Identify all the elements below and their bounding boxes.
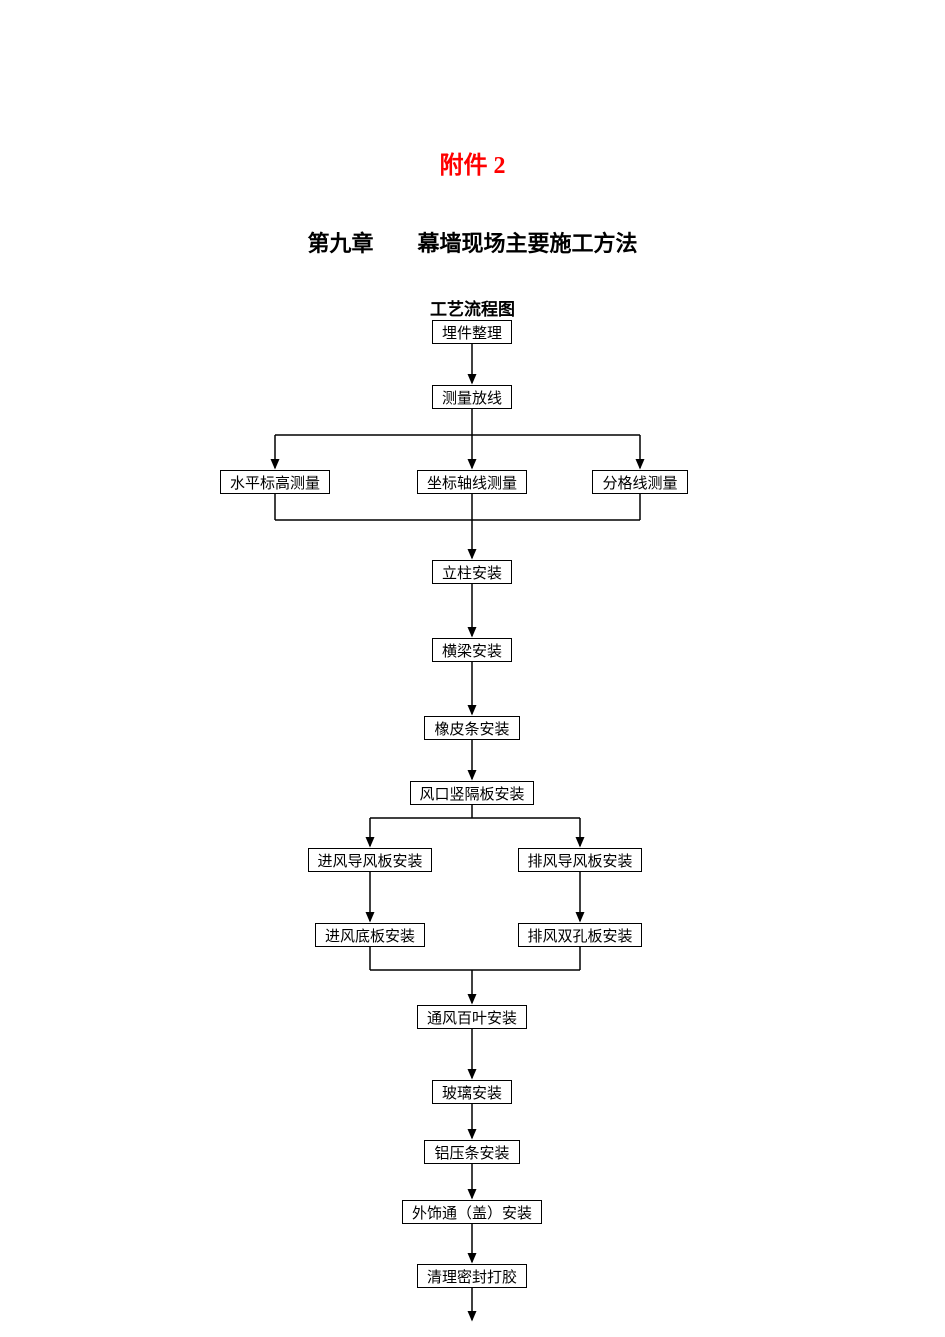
flow-node-n10: 通风百叶安装 — [417, 1005, 527, 1029]
attachment-title: 附件 2 — [0, 145, 945, 180]
flow-node-n12: 铝压条安装 — [424, 1140, 520, 1164]
flow-node-n9b: 排风双孔板安装 — [518, 923, 642, 947]
flow-node-n1: 埋件整理 — [432, 320, 512, 344]
flow-node-n2: 测量放线 — [432, 385, 512, 409]
flow-node-n6: 橡皮条安装 — [424, 716, 520, 740]
flow-node-n3a: 水平标高测量 — [220, 470, 330, 494]
chapter-title: 第九章 幕墙现场主要施工方法 — [0, 226, 945, 258]
flow-node-n8a: 进风导风板安装 — [308, 848, 432, 872]
flow-node-n9a: 进风底板安装 — [315, 923, 425, 947]
flow-node-n3c: 分格线测量 — [592, 470, 688, 494]
flow-node-n7: 风口竖隔板安装 — [410, 781, 534, 805]
flow-node-n11: 玻璃安装 — [432, 1080, 512, 1104]
page-container: 附件 2 第九章 幕墙现场主要施工方法 工艺流程图 埋件整理测量放线水平标高测量… — [0, 0, 945, 1337]
flow-node-n14: 清理密封打胶 — [417, 1264, 527, 1288]
flow-node-n4: 立柱安装 — [432, 560, 512, 584]
flow-node-n3b: 坐标轴线测量 — [417, 470, 527, 494]
flowchart-svg — [0, 0, 945, 1337]
flow-node-n13: 外饰通（盖）安装 — [402, 1200, 542, 1224]
flow-node-n8b: 排风导风板安装 — [518, 848, 642, 872]
flowchart-title: 工艺流程图 — [0, 295, 945, 320]
flow-node-n5: 横梁安装 — [432, 638, 512, 662]
